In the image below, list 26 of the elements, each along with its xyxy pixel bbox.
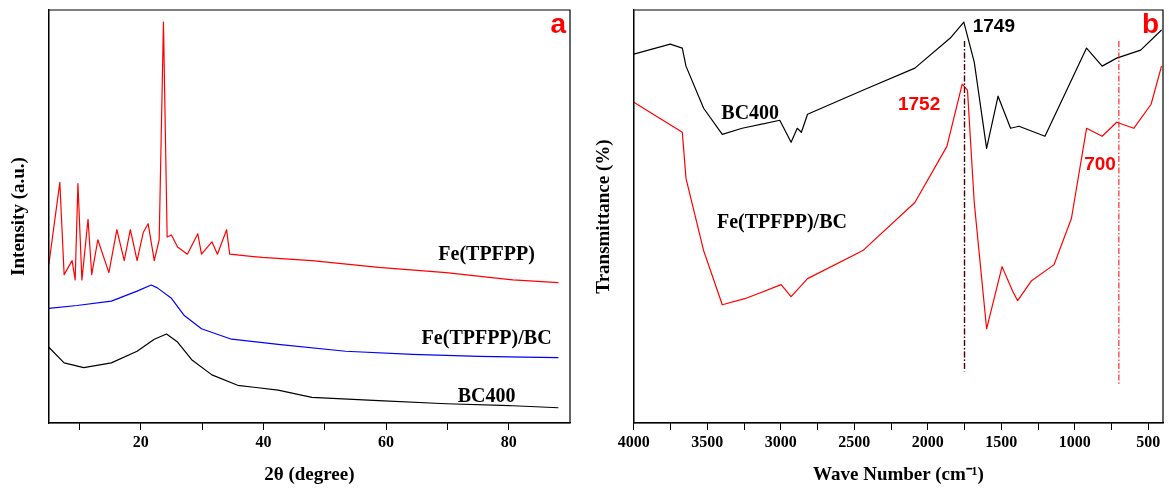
x-axis-title: 2θ (degree) bbox=[264, 462, 355, 485]
x-tick-label: 3500 bbox=[691, 432, 724, 450]
y-axis-title: Intensity (a.u.) bbox=[7, 157, 30, 276]
annotation: a bbox=[550, 7, 567, 39]
x-tick-label: 80 bbox=[500, 432, 517, 450]
y-axis-title: Transmittance (%) bbox=[592, 139, 615, 294]
series-label: BC400 bbox=[457, 384, 516, 407]
x-tick-label: 1500 bbox=[985, 432, 1018, 450]
ref-line-label: 700 bbox=[1084, 153, 1116, 175]
x-tick-label: 1000 bbox=[1058, 432, 1091, 450]
x-tick-label: 500 bbox=[1136, 432, 1161, 450]
annotation: b bbox=[1141, 7, 1159, 39]
series-label: Fe(TPFPP)/BC bbox=[716, 209, 847, 233]
x-tick-label: 60 bbox=[378, 432, 395, 450]
x-axis-title: Wave Number (cm⁻¹) bbox=[813, 462, 984, 485]
x-tick-label: 2000 bbox=[911, 432, 944, 450]
ref-line-label: 1749 bbox=[972, 14, 1015, 36]
x-tick-label: 2500 bbox=[838, 432, 871, 450]
series-label: Fe(TPFPP) bbox=[438, 241, 535, 265]
x-tick-label: 40 bbox=[255, 432, 272, 450]
series-label: BC400 bbox=[721, 101, 780, 124]
x-tick-label: 4000 bbox=[617, 432, 650, 450]
x-tick-label: 20 bbox=[132, 432, 149, 450]
x-tick-label: 3000 bbox=[764, 432, 797, 450]
series-label: Fe(TPFPP)/BC bbox=[421, 325, 552, 349]
ref-line-label: 1752 bbox=[897, 93, 941, 115]
